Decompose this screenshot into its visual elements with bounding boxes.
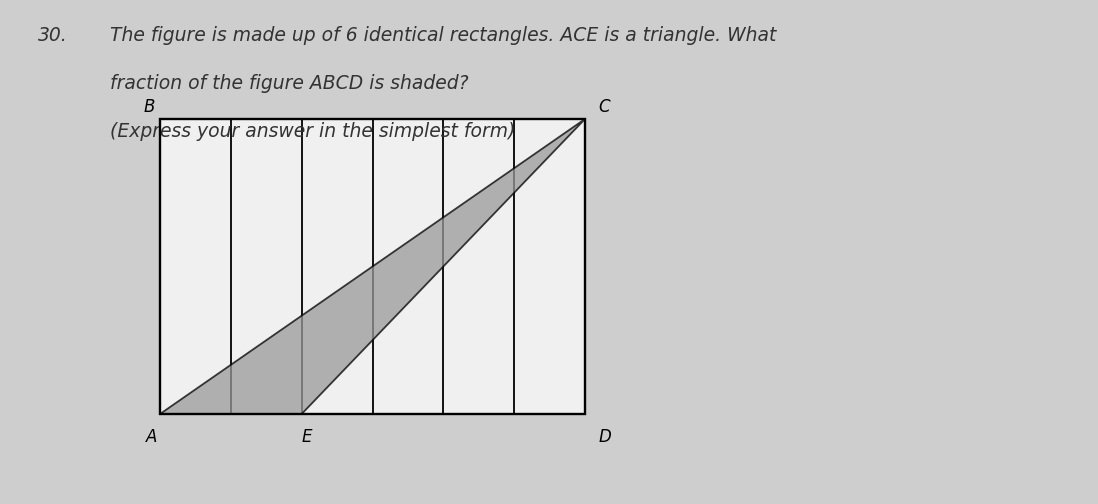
Text: E: E [302, 427, 312, 446]
Polygon shape [160, 119, 585, 414]
Text: B: B [144, 98, 155, 115]
Text: D: D [598, 427, 612, 446]
Text: fraction of the figure ABCD is shaded?: fraction of the figure ABCD is shaded? [110, 74, 469, 93]
Text: 30.: 30. [38, 26, 68, 45]
Text: C: C [598, 98, 610, 115]
Text: The figure is made up of 6 identical rectangles. ACE is a triangle. What: The figure is made up of 6 identical rec… [110, 26, 776, 45]
Text: (Express your answer in the simplest form): (Express your answer in the simplest for… [110, 122, 515, 141]
Polygon shape [160, 119, 585, 414]
Text: A: A [146, 427, 157, 446]
